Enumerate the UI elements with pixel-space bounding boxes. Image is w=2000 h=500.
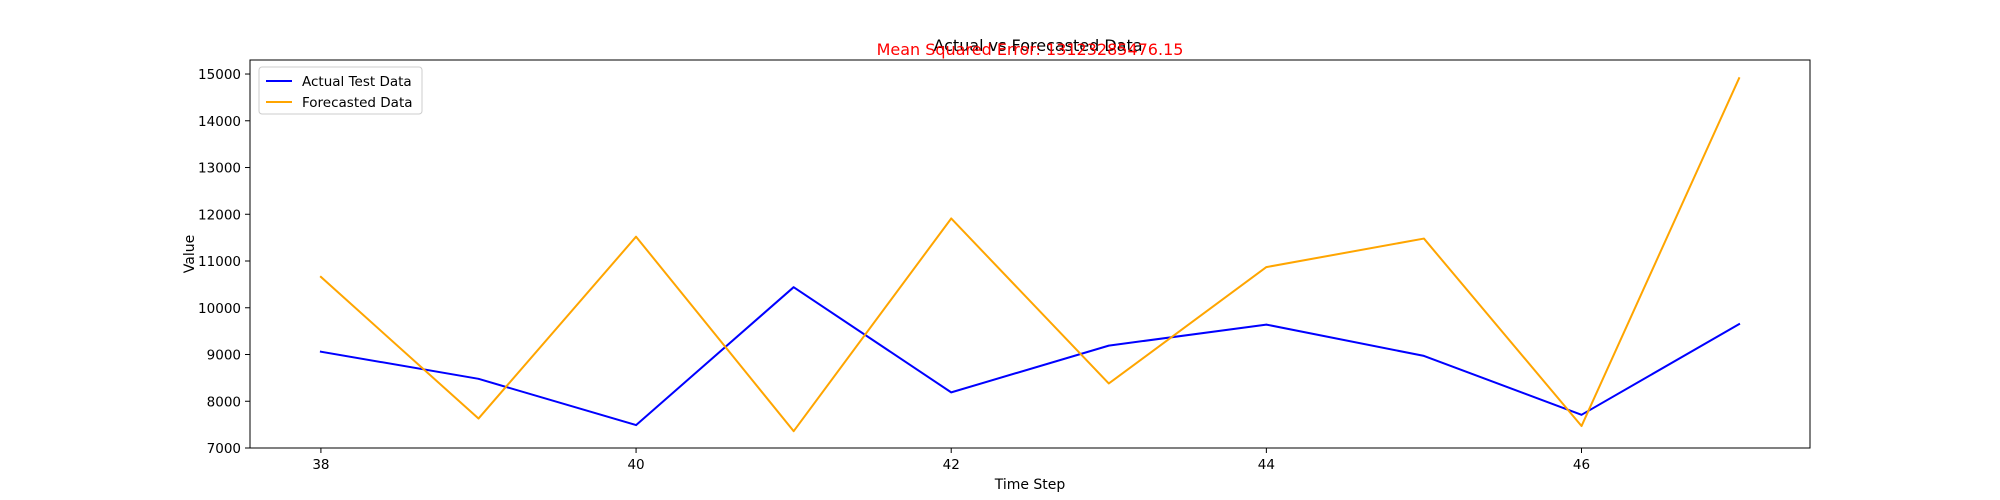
data-point [320, 350, 322, 353]
y-tick-label: 9000 [207, 348, 241, 364]
data-point [1738, 323, 1740, 325]
x-tick-label: 46 [1573, 457, 1590, 473]
data-point [635, 235, 637, 238]
legend-label: Actual Test Data [302, 74, 412, 90]
y-tick-label: 12000 [198, 207, 241, 223]
data-point [792, 286, 795, 288]
data-point [1580, 414, 1583, 416]
data-point [1423, 237, 1425, 240]
data-point [1107, 344, 1110, 347]
x-axis-ticks: 38 40 42 44 46 [312, 448, 1590, 473]
y-tick-label: 8000 [207, 394, 241, 410]
y-axis-ticks: 7000 8000 9000 10000 11000 12000 13000 14000 150… [198, 67, 250, 457]
data-point [1738, 77, 1740, 80]
series-line-forecast [319, 76, 1741, 433]
y-tick-label: 15000 [198, 67, 241, 83]
data-point [950, 217, 953, 220]
y-axis-label: Value [182, 235, 198, 273]
legend: Actual Test Data Forecasted Data [258, 66, 423, 115]
x-tick-label: 44 [1258, 457, 1275, 473]
y-tick-label: 14000 [198, 114, 241, 130]
legend-box [258, 66, 423, 115]
series-line-actual [319, 286, 1741, 427]
data-point [1265, 266, 1268, 268]
data-point [477, 378, 480, 380]
data-point [1265, 323, 1268, 326]
data-point [635, 424, 637, 426]
chart-title: Actual vs Forecasted Data [933, 36, 1142, 55]
legend-label: Forecasted Data [302, 95, 413, 111]
y-tick-label: 13000 [198, 161, 241, 177]
data-point [477, 417, 480, 420]
data-point [1580, 425, 1583, 427]
data-point [320, 276, 322, 278]
plot-area [249, 59, 1811, 449]
mse-annotation: Mean Squared Error: 13123285476.15 [877, 40, 1184, 59]
data-point [1107, 382, 1110, 385]
y-tick-label: 11000 [198, 254, 241, 270]
y-tick-label: 7000 [207, 441, 241, 457]
x-tick-label: 38 [312, 457, 329, 473]
y-tick-label: 10000 [198, 301, 241, 317]
data-point [792, 430, 795, 432]
data-point [950, 391, 953, 394]
x-axis-label: Time Step [994, 477, 1066, 493]
series-lines [319, 76, 1741, 433]
x-tick-label: 42 [943, 457, 960, 473]
x-tick-label: 40 [627, 457, 644, 473]
data-point [1423, 355, 1425, 357]
